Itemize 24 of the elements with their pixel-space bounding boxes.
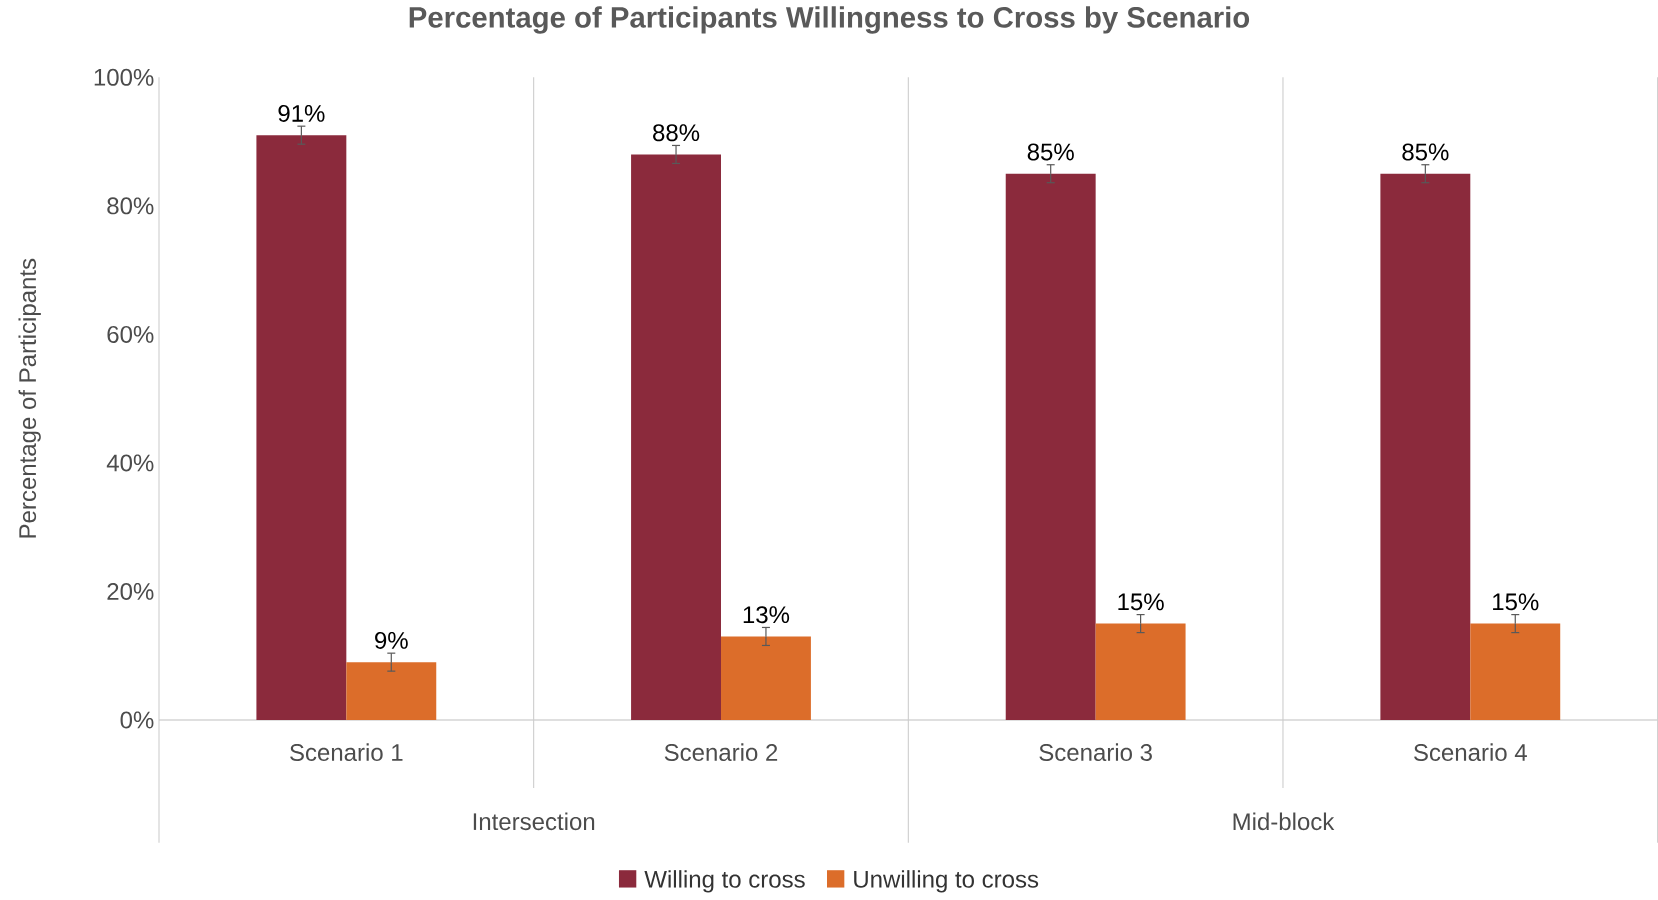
x-tick-label: Scenario 4 bbox=[1414, 743, 1527, 761]
legend-label: Unwilling to cross bbox=[854, 870, 1039, 893]
data-label: 9% bbox=[375, 631, 408, 649]
chart-title: Percentage of Participants Willingness to Cross by Scenario bbox=[409, 6, 1250, 34]
x-tick-label: Scenario 3 bbox=[1039, 743, 1152, 761]
data-label: 91% bbox=[278, 104, 325, 122]
y-tick-label: 60% bbox=[107, 325, 154, 343]
text: Intersection bbox=[473, 812, 595, 831]
data-label: 88% bbox=[653, 124, 700, 142]
data-label: 85% bbox=[1402, 143, 1449, 161]
y-axis-title: Percentage of Participants bbox=[18, 258, 41, 538]
data-label: 15% bbox=[1118, 593, 1164, 611]
x-tick-label: Scenario 2 bbox=[664, 743, 778, 761]
y-tick-label: 100% bbox=[94, 68, 154, 86]
y-tick-label: 40% bbox=[106, 454, 154, 472]
y-tick-label: 0% bbox=[120, 711, 154, 729]
data-label: 15% bbox=[1493, 593, 1539, 611]
y-tick-label: 80% bbox=[107, 197, 154, 215]
x-tick-label: Scenario 1 bbox=[290, 743, 403, 761]
legend-label: Willing to cross bbox=[644, 870, 805, 893]
data-label: 13% bbox=[743, 606, 790, 624]
text: Mid-block bbox=[1233, 812, 1335, 831]
y-tick-label: 20% bbox=[107, 582, 154, 600]
data-label: 85% bbox=[1027, 143, 1074, 161]
